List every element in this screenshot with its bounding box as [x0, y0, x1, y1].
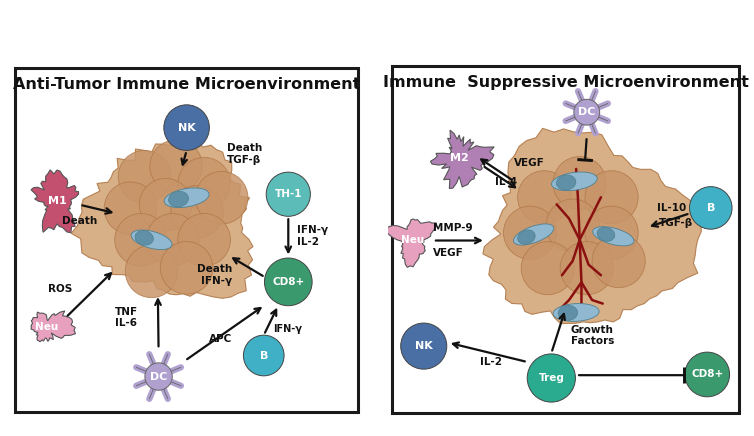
Text: Growth
Factors: Growth Factors — [571, 325, 615, 346]
Circle shape — [118, 150, 171, 203]
Polygon shape — [31, 170, 78, 233]
Circle shape — [125, 245, 178, 298]
Polygon shape — [31, 311, 75, 342]
Circle shape — [685, 352, 730, 397]
Circle shape — [266, 172, 311, 216]
Text: MMP-9: MMP-9 — [433, 223, 472, 233]
FancyBboxPatch shape — [392, 66, 739, 413]
Circle shape — [527, 354, 575, 402]
Circle shape — [689, 187, 732, 229]
Ellipse shape — [556, 175, 576, 190]
Text: M1: M1 — [48, 196, 66, 206]
Text: Neu: Neu — [35, 323, 58, 333]
Text: IFN-γ: IFN-γ — [274, 324, 302, 334]
Circle shape — [178, 214, 231, 266]
Text: IL-2: IL-2 — [480, 357, 501, 367]
Text: CD8+: CD8+ — [691, 369, 723, 379]
Circle shape — [585, 171, 638, 224]
Circle shape — [115, 214, 167, 266]
Text: VEGF: VEGF — [433, 248, 464, 258]
Text: NK: NK — [415, 341, 433, 351]
Text: APC: APC — [210, 334, 233, 344]
Text: Immune  Suppressive Microenvironment: Immune Suppressive Microenvironment — [382, 75, 749, 90]
Text: Death: Death — [62, 215, 97, 225]
Polygon shape — [385, 219, 437, 267]
Ellipse shape — [131, 230, 172, 249]
Ellipse shape — [164, 188, 209, 208]
Text: ROS: ROS — [48, 284, 72, 294]
Text: TNF
IL-6: TNF IL-6 — [115, 307, 138, 328]
Ellipse shape — [551, 172, 597, 191]
Circle shape — [150, 140, 202, 192]
Text: VEGF: VEGF — [514, 157, 545, 167]
Circle shape — [139, 178, 192, 231]
Ellipse shape — [593, 227, 634, 246]
Text: Death
TGF-β: Death TGF-β — [227, 143, 262, 165]
Text: IL-4: IL-4 — [495, 177, 516, 187]
Circle shape — [592, 235, 645, 288]
Text: Treg: Treg — [538, 373, 564, 383]
FancyBboxPatch shape — [15, 68, 358, 412]
Text: Anti-Tumor Immune Microenvironment: Anti-Tumor Immune Microenvironment — [13, 77, 360, 92]
Ellipse shape — [597, 227, 615, 242]
Text: IFN-γ
IL-2: IFN-γ IL-2 — [297, 225, 328, 247]
Circle shape — [171, 185, 223, 238]
Text: DC: DC — [578, 107, 596, 117]
Circle shape — [400, 323, 447, 369]
Polygon shape — [483, 128, 703, 324]
Ellipse shape — [513, 224, 553, 245]
Circle shape — [585, 206, 638, 259]
Text: TGF-β: TGF-β — [659, 218, 693, 228]
Polygon shape — [71, 140, 253, 298]
Circle shape — [504, 206, 556, 259]
Text: NK: NK — [178, 123, 195, 133]
Circle shape — [521, 242, 575, 295]
Text: DC: DC — [150, 371, 167, 382]
Circle shape — [560, 242, 613, 295]
Circle shape — [178, 157, 231, 210]
Text: Death
IFN-γ: Death IFN-γ — [197, 264, 232, 286]
Text: Neu: Neu — [401, 235, 425, 245]
Circle shape — [244, 335, 284, 376]
Circle shape — [195, 171, 248, 224]
Ellipse shape — [169, 191, 188, 207]
Circle shape — [145, 363, 172, 390]
Text: IL-10: IL-10 — [657, 203, 686, 213]
Circle shape — [146, 214, 199, 266]
Text: B: B — [706, 203, 715, 213]
Ellipse shape — [518, 230, 535, 244]
Polygon shape — [431, 130, 494, 188]
Ellipse shape — [558, 305, 578, 320]
Circle shape — [546, 199, 599, 252]
Ellipse shape — [135, 231, 153, 245]
Circle shape — [265, 258, 312, 306]
Circle shape — [104, 182, 157, 235]
Text: TH-1: TH-1 — [274, 189, 302, 199]
Ellipse shape — [553, 303, 599, 321]
Text: CD8+: CD8+ — [272, 277, 305, 287]
Text: B: B — [259, 351, 268, 361]
Circle shape — [574, 99, 599, 125]
Circle shape — [161, 242, 213, 294]
Circle shape — [553, 157, 606, 210]
Circle shape — [164, 105, 210, 150]
Circle shape — [518, 171, 571, 224]
Text: M2: M2 — [450, 153, 468, 164]
